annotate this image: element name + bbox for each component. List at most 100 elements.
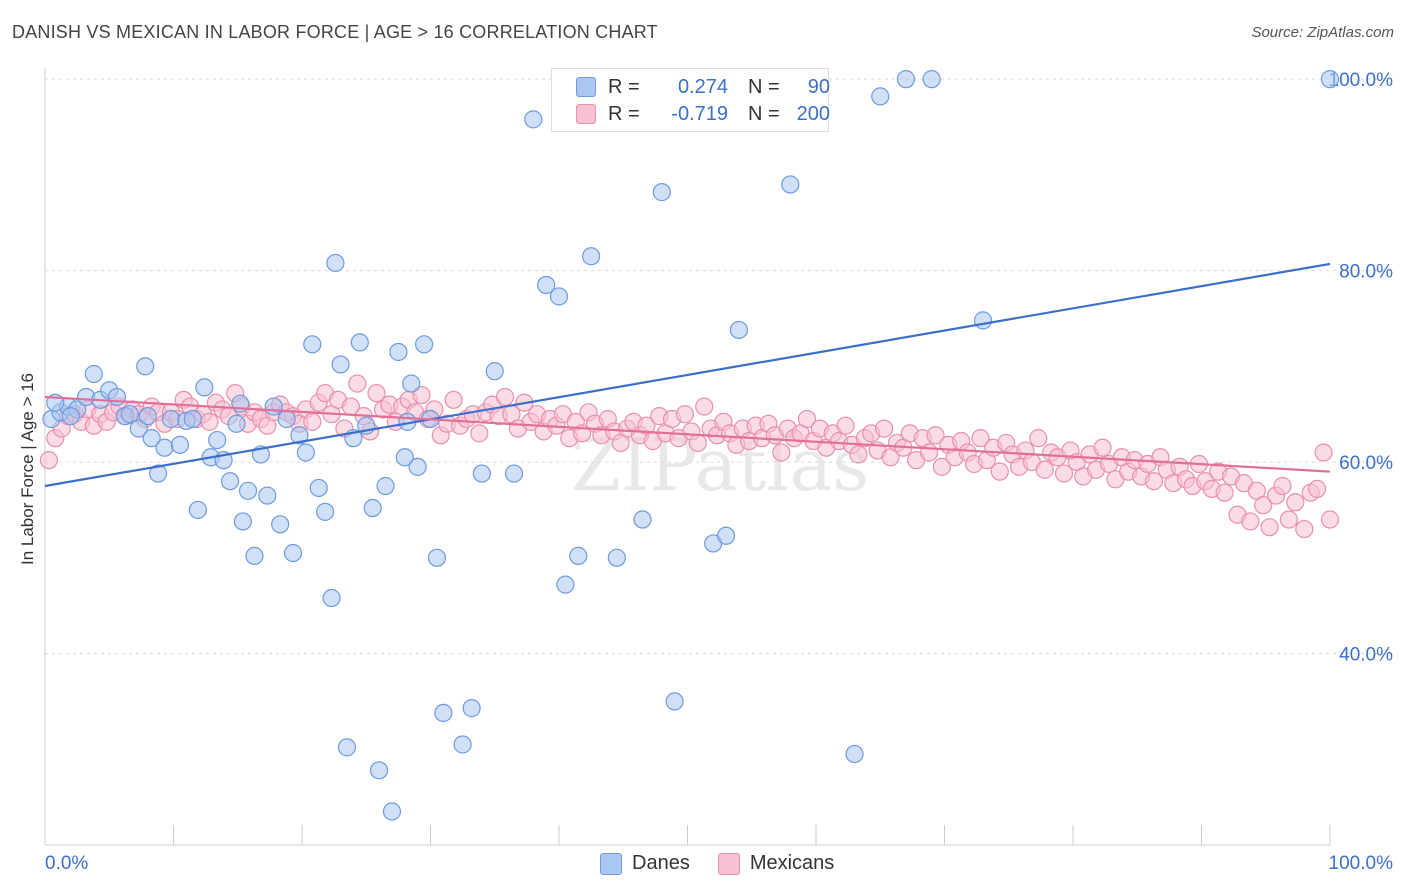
point-mexicans — [1286, 493, 1305, 512]
point-danes — [220, 472, 240, 491]
legend-row-danes: R = 0.274 N = 90 — [552, 74, 830, 100]
point-mexicans — [836, 416, 855, 435]
point-danes — [138, 407, 157, 426]
legend-n-label: N = — [748, 75, 780, 98]
point-danes — [208, 430, 227, 450]
point-mexicans — [919, 443, 939, 462]
point-danes — [277, 409, 296, 429]
point-mexicans — [367, 384, 386, 403]
point-danes — [716, 526, 736, 545]
point-mexicans — [772, 443, 791, 462]
legend-swatch-mexicans — [576, 104, 596, 124]
point-danes — [549, 287, 569, 306]
y-axis-label: In Labor Force | Age > 16 — [18, 372, 37, 565]
point-danes — [402, 374, 421, 393]
y-tick-label: 100.0% — [1329, 70, 1394, 91]
point-danes — [350, 333, 369, 352]
point-danes — [322, 588, 341, 608]
legend-n-value: 90 — [807, 75, 830, 98]
point-danes — [414, 335, 434, 354]
legend-n-value: 200 — [796, 102, 830, 125]
point-mexicans — [990, 462, 1009, 481]
point-danes — [195, 378, 214, 397]
legend-swatch-danes — [576, 77, 596, 97]
point-danes — [382, 802, 402, 821]
legend-item-danes[interactable]: Danes — [600, 852, 690, 875]
point-danes — [485, 362, 504, 381]
legend-label-danes: Danes — [632, 852, 690, 874]
legend-label-mexicans: Mexicans — [749, 852, 835, 874]
point-danes — [845, 744, 864, 764]
point-danes — [136, 357, 155, 376]
point-mexicans — [1295, 519, 1314, 539]
point-danes — [370, 761, 389, 780]
point-danes — [142, 429, 161, 448]
legend-r-value: -0.719 — [671, 102, 728, 125]
point-danes — [504, 464, 524, 483]
point-danes — [922, 70, 941, 89]
legend-item-mexicans[interactable]: Mexicans — [717, 852, 835, 875]
point-mexicans — [470, 424, 489, 443]
point-mexicans — [348, 374, 367, 393]
point-mexicans — [303, 412, 322, 431]
point-mexicans — [675, 405, 695, 424]
point-danes — [129, 419, 148, 438]
y-tick-label: 60.0% — [1339, 453, 1393, 474]
point-mexicans — [688, 433, 707, 453]
point-danes — [337, 738, 357, 757]
point-danes — [107, 387, 127, 407]
point-danes — [453, 735, 472, 754]
point-mexicans — [1035, 460, 1054, 479]
point-mexicans — [1260, 518, 1279, 537]
legend-swatch-danes — [600, 852, 622, 875]
point-danes — [283, 543, 303, 563]
y-tick-label: 80.0% — [1339, 262, 1393, 283]
y-tick-label: 40.0% — [1339, 645, 1393, 666]
point-danes — [309, 478, 328, 498]
legend-row-mexicans: R = -0.719 N = 200 — [552, 101, 830, 127]
point-danes — [227, 414, 246, 433]
point-danes — [84, 364, 103, 384]
source-label: Source: ZipAtlas.com — [1251, 24, 1394, 41]
legend-n-label: N = — [748, 102, 780, 125]
point-mexicans — [1029, 429, 1048, 448]
point-danes — [569, 546, 588, 565]
trend-line-mexicans — [44, 395, 1331, 473]
legend-swatch-mexicans — [717, 852, 740, 875]
legend-r-label: R = — [608, 102, 640, 125]
point-danes — [896, 70, 916, 89]
legend-r-value: 0.274 — [677, 75, 728, 98]
point-mexicans — [1254, 496, 1273, 515]
point-mexicans — [926, 426, 945, 445]
point-danes — [427, 548, 447, 567]
point-mexicans — [200, 412, 219, 431]
point-mexicans — [932, 457, 952, 476]
point-danes — [183, 409, 202, 429]
point-mexicans — [695, 397, 714, 416]
point-mexicans — [1320, 510, 1340, 529]
point-mexicans — [1093, 438, 1112, 457]
point-danes — [537, 275, 556, 295]
x-tick-label: 100.0% — [1329, 853, 1394, 874]
point-mexicans — [875, 419, 894, 438]
point-danes — [238, 481, 258, 500]
point-danes — [408, 457, 427, 476]
point-mexicans — [1241, 512, 1260, 531]
point-danes — [271, 515, 290, 534]
point-danes — [633, 510, 652, 529]
trend-line-danes — [44, 262, 1331, 488]
point-danes — [148, 464, 168, 483]
point-danes — [582, 247, 601, 266]
point-danes — [556, 575, 575, 594]
point-mexicans — [1314, 443, 1333, 462]
point-danes — [264, 397, 283, 416]
point-mexicans — [444, 390, 463, 409]
point-mexicans — [412, 385, 431, 405]
point-mexicans — [1308, 479, 1327, 498]
point-danes — [652, 183, 671, 202]
point-danes — [258, 486, 277, 505]
point-danes — [973, 311, 993, 330]
point-danes — [363, 498, 382, 518]
x-tick-label: 0.0% — [45, 853, 88, 874]
